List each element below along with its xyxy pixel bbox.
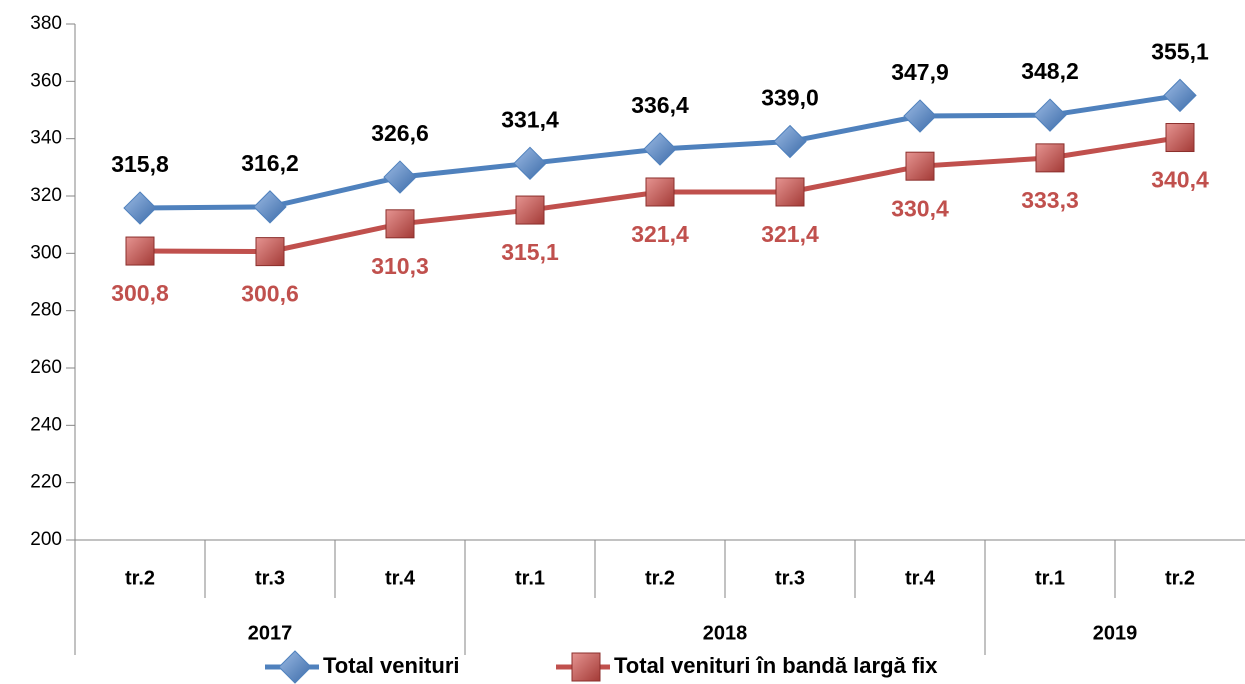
marker: [253, 190, 287, 224]
marker: [775, 177, 805, 207]
value-label: 300,6: [241, 281, 299, 307]
value-label: 315,1: [501, 239, 559, 265]
y-tick-label: 240: [30, 414, 62, 435]
marker: [255, 237, 285, 267]
marker: [645, 177, 675, 207]
value-label: 336,4: [631, 92, 689, 118]
value-label: 330,4: [891, 195, 949, 221]
y-tick-label: 220: [30, 472, 62, 493]
marker: [123, 191, 157, 225]
legend-marker: [571, 652, 601, 682]
y-tick-label: 200: [30, 529, 62, 550]
value-label: 316,2: [241, 150, 299, 176]
legend-label: Total venituri în bandă largă fix: [614, 653, 938, 678]
x-tick-label: tr.4: [385, 567, 416, 589]
marker: [643, 132, 677, 166]
legend-label: Total venituri: [323, 653, 460, 678]
marker: [125, 236, 155, 266]
value-label: 326,6: [371, 120, 429, 146]
value-label: 321,4: [761, 221, 819, 247]
marker: [1165, 123, 1195, 153]
x-tick-label: tr.2: [1165, 567, 1195, 589]
y-tick-label: 260: [30, 357, 62, 378]
x-tick-label: tr.3: [255, 567, 285, 589]
marker: [903, 99, 937, 133]
marker: [513, 146, 547, 181]
y-tick-label: 340: [30, 128, 62, 149]
y-tick-label: 300: [30, 242, 62, 263]
marker: [1033, 98, 1067, 132]
x-group-label: 2019: [1093, 622, 1138, 644]
marker: [905, 151, 935, 181]
marker: [1035, 143, 1065, 173]
value-label: 315,8: [111, 151, 169, 177]
x-tick-label: tr.2: [645, 567, 675, 589]
x-tick-label: tr.3: [775, 567, 805, 589]
x-tick-label: tr.1: [515, 567, 545, 589]
marker: [773, 124, 807, 159]
value-label: 321,4: [631, 221, 689, 247]
value-label: 340,4: [1151, 167, 1209, 193]
y-tick-label: 280: [30, 300, 62, 321]
x-group-label: 2018: [703, 622, 748, 644]
marker: [515, 195, 545, 225]
value-label: 310,3: [371, 253, 429, 279]
marker: [383, 160, 417, 194]
value-label: 355,1: [1151, 38, 1209, 64]
x-tick-label: tr.2: [125, 567, 155, 589]
marker: [1163, 78, 1197, 113]
value-label: 348,2: [1021, 58, 1079, 84]
x-group-label: 2017: [248, 622, 293, 644]
x-tick-label: tr.1: [1035, 567, 1065, 589]
value-label: 300,8: [111, 280, 169, 306]
value-label: 331,4: [501, 106, 559, 132]
y-tick-label: 380: [30, 13, 62, 34]
y-tick-label: 360: [30, 70, 62, 91]
value-label: 333,3: [1021, 187, 1079, 213]
marker: [385, 209, 415, 239]
x-tick-label: tr.4: [905, 567, 936, 589]
value-label: 339,0: [761, 85, 819, 111]
y-tick-label: 320: [30, 185, 62, 206]
value-label: 347,9: [891, 59, 949, 85]
legend-marker: [278, 650, 312, 684]
